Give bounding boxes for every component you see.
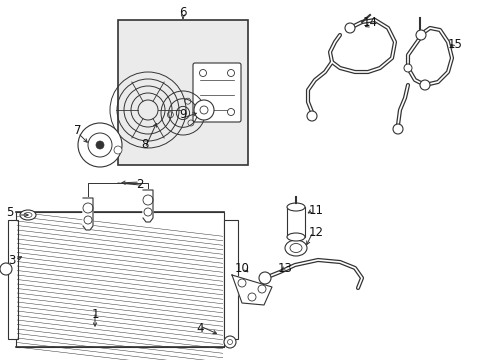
Text: 3: 3 [8,253,16,266]
Text: 7: 7 [74,123,81,136]
Bar [224,220,238,339]
Text: 10: 10 [234,261,249,274]
Circle shape [199,108,206,116]
Circle shape [224,336,236,348]
Circle shape [227,108,234,116]
Text: 15: 15 [447,39,462,51]
Text: 6: 6 [179,5,186,18]
Ellipse shape [286,233,305,241]
Text: 5: 5 [6,207,14,220]
Circle shape [419,80,429,90]
Bar [8,220,18,339]
Polygon shape [142,190,153,222]
Circle shape [415,30,425,40]
FancyBboxPatch shape [193,63,241,122]
Circle shape [259,272,270,284]
Ellipse shape [20,210,36,220]
Circle shape [403,64,411,72]
Text: 12: 12 [308,225,323,238]
Bar [118,20,247,165]
Text: 14: 14 [362,15,377,28]
Circle shape [96,141,104,149]
Circle shape [306,111,316,121]
Bar [286,207,305,237]
Ellipse shape [285,240,306,256]
Circle shape [199,69,206,77]
Circle shape [0,263,12,275]
Circle shape [345,23,354,33]
Circle shape [194,100,214,120]
Circle shape [227,69,234,77]
Text: 8: 8 [141,139,148,152]
Text: 4: 4 [196,321,203,334]
Bar [16,212,224,347]
Circle shape [392,124,402,134]
Text: 11: 11 [308,203,323,216]
Polygon shape [83,198,93,230]
Circle shape [78,123,122,167]
Polygon shape [231,275,271,305]
Circle shape [114,146,122,154]
Text: 1: 1 [91,309,99,321]
Text: 9: 9 [179,108,186,122]
Text: 2: 2 [136,179,143,192]
Text: 13: 13 [277,261,292,274]
Ellipse shape [286,203,305,211]
